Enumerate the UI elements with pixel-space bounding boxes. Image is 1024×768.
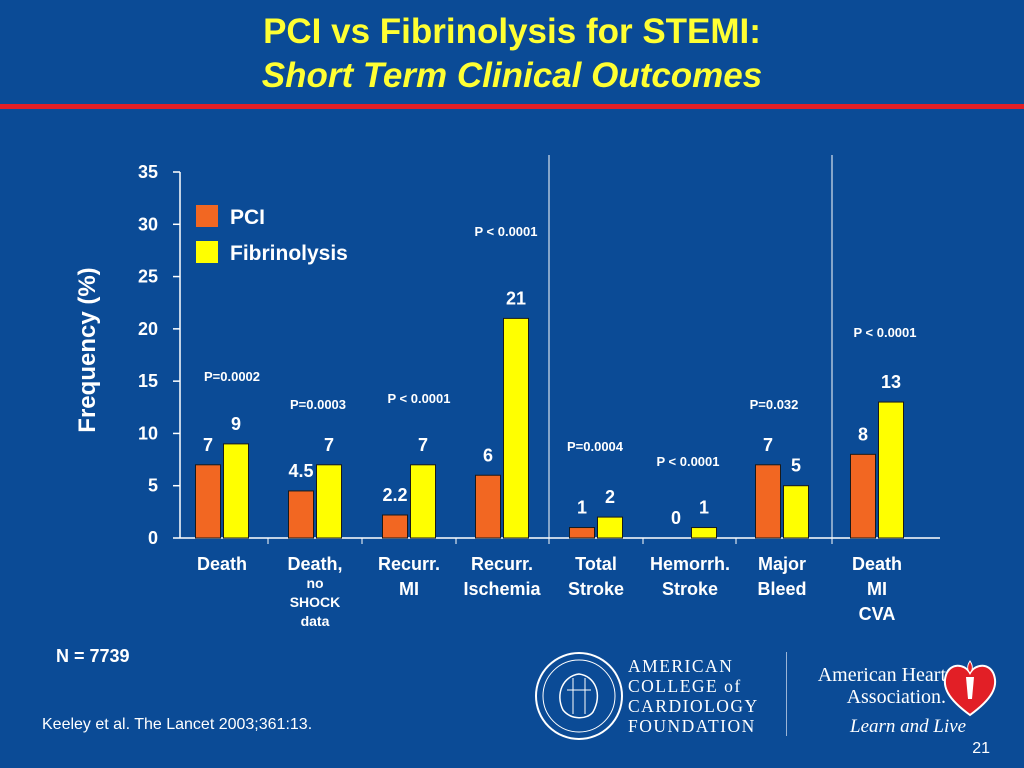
aha-tagline: Learn and Live xyxy=(850,716,967,737)
value-label-pci: 6 xyxy=(483,445,493,465)
value-label-pci: 8 xyxy=(858,424,868,444)
bar-pci xyxy=(195,464,221,539)
category-label: CVA xyxy=(859,604,896,624)
bar-pci xyxy=(288,490,314,539)
y-tick-label: 10 xyxy=(138,423,158,443)
bar-pci xyxy=(569,527,595,539)
bar-fibrinolysis xyxy=(410,464,436,539)
p-value-label: P=0.0002 xyxy=(204,369,260,384)
value-label-fibrinolysis: 21 xyxy=(506,288,526,308)
value-label-fibrinolysis: 5 xyxy=(791,456,801,476)
bar-fibrinolysis xyxy=(223,443,249,539)
sample-size-note: N = 7739 xyxy=(56,646,130,666)
acc-word-1: AMERICAN xyxy=(628,656,734,676)
legend-label-pci: PCI xyxy=(230,206,265,229)
category-label: Stroke xyxy=(568,579,624,599)
value-label-fibrinolysis: 2 xyxy=(605,487,615,507)
aha-wordmark: American Heart Association. xyxy=(806,664,946,708)
category-label: Stroke xyxy=(662,579,718,599)
category-label: Death xyxy=(852,554,902,574)
p-value-label: P < 0.0001 xyxy=(474,224,537,239)
aha-word-2: Association. xyxy=(846,686,946,708)
acc-word-4: FOUNDATION xyxy=(628,716,756,736)
category-label: Major xyxy=(758,554,806,574)
value-label-pci: 7 xyxy=(763,435,773,455)
value-label-pci: 2.2 xyxy=(382,485,407,505)
value-label-pci: 7 xyxy=(203,435,213,455)
title-line-2: Short Term Clinical Outcomes xyxy=(261,56,763,95)
value-label-fibrinolysis: 1 xyxy=(699,498,709,518)
bar-fibrinolysis xyxy=(597,516,623,539)
acc-wordmark: AMERICAN COLLEGE of CARDIOLOGY FOUNDATIO… xyxy=(628,656,759,736)
slide-title: PCI vs Fibrinolysis for STEMI: Short Ter… xyxy=(0,10,1024,98)
acc-word-2: COLLEGE of xyxy=(628,676,742,696)
bar-pci xyxy=(850,453,876,539)
legend-swatch-pci xyxy=(196,205,218,227)
citation: Keeley et al. The Lancet 2003;361:13. xyxy=(42,716,313,733)
category-label: Recurr. xyxy=(471,554,533,574)
p-value-label: P < 0.0001 xyxy=(853,325,916,340)
bar-pci xyxy=(755,464,781,539)
legend-label-fibrinolysis: Fibrinolysis xyxy=(230,242,348,265)
acc-seal-logo xyxy=(535,652,623,740)
legend-swatch-fibrinolysis xyxy=(196,241,218,263)
category-label: Hemorrh. xyxy=(650,554,730,574)
category-label: MI xyxy=(867,579,887,599)
value-label-fibrinolysis: 9 xyxy=(231,414,241,434)
bar-fibrinolysis xyxy=(783,485,809,539)
y-tick-label: 5 xyxy=(148,476,158,496)
y-tick-label: 0 xyxy=(148,528,158,548)
value-label-fibrinolysis: 7 xyxy=(418,435,428,455)
category-label: Ischemia xyxy=(463,579,541,599)
category-label: data xyxy=(301,613,330,629)
value-label-fibrinolysis: 13 xyxy=(881,372,901,392)
category-label: Recurr. xyxy=(378,554,440,574)
bar-fibrinolysis xyxy=(316,464,342,539)
heart-torch-icon xyxy=(943,660,997,717)
p-value-label: P < 0.0001 xyxy=(387,391,450,406)
category-label: Death, xyxy=(287,554,342,574)
p-value-label: P=0.0003 xyxy=(290,397,346,412)
acc-word-3: CARDIOLOGY xyxy=(628,696,759,716)
category-label: Total xyxy=(575,554,617,574)
p-value-label: P=0.0004 xyxy=(567,439,624,454)
bar-pci xyxy=(475,474,501,539)
y-tick-label: 35 xyxy=(138,162,158,182)
value-label-pci: 1 xyxy=(577,498,587,518)
category-label: Bleed xyxy=(757,579,806,599)
y-axis-label: Frequency (%) xyxy=(74,267,101,432)
category-label: no xyxy=(306,575,323,591)
value-label-fibrinolysis: 7 xyxy=(324,435,334,455)
value-label-pci: 0 xyxy=(671,508,681,528)
aha-word-1: American Heart xyxy=(817,664,946,686)
category-label: SHOCK xyxy=(290,594,341,610)
bar-pci xyxy=(382,514,408,539)
category-label: Death xyxy=(197,554,247,574)
y-tick-label: 25 xyxy=(138,267,158,287)
p-value-label: P=0.032 xyxy=(750,397,799,412)
category-label: MI xyxy=(399,579,419,599)
bar-fibrinolysis xyxy=(503,317,529,539)
value-label-pci: 4.5 xyxy=(288,461,313,481)
y-tick-label: 30 xyxy=(138,214,158,234)
y-tick-label: 15 xyxy=(138,371,158,391)
y-tick-label: 20 xyxy=(138,319,158,339)
slide-number: 21 xyxy=(972,740,990,757)
title-line-1: PCI vs Fibrinolysis for STEMI: xyxy=(263,12,761,51)
bar-fibrinolysis xyxy=(691,527,717,539)
bar-fibrinolysis xyxy=(878,401,904,539)
p-value-label: P < 0.0001 xyxy=(656,454,719,469)
logo-divider xyxy=(786,652,787,736)
title-divider xyxy=(0,104,1024,109)
